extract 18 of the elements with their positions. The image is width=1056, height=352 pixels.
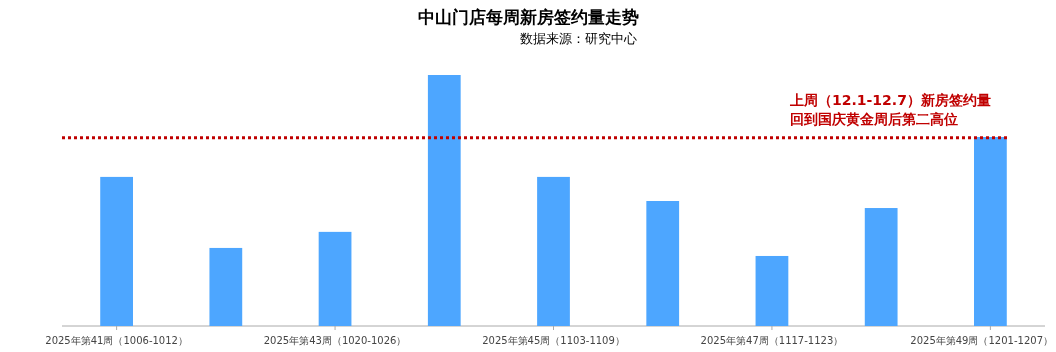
x-tick-label: 2025年第43周（1020-1026） <box>263 335 407 346</box>
x-tick-label: 2025年第49周（1201-1207） <box>910 335 1053 346</box>
bar <box>100 176 133 326</box>
chart-subtitle: 数据来源：研究中心 <box>519 31 637 46</box>
annotation: 上周（12.1-12.7）新房签约量 <box>789 92 991 108</box>
x-tick-label: 2025年第41周（1006-1012） <box>45 335 188 346</box>
x-tick-label: 2025年第47周（1117-1123） <box>700 335 844 346</box>
bar <box>209 247 243 326</box>
bar <box>537 176 570 326</box>
bar <box>318 231 352 326</box>
bar <box>646 201 680 326</box>
chart-title: 中山门店每周新房签约量走势 <box>417 7 639 27</box>
bar <box>755 255 789 326</box>
bar <box>427 75 461 326</box>
annotation: 回到国庆黄金周后第二高位 <box>790 111 958 127</box>
x-tick-label: 2025年第45周（1103-1109） <box>482 335 625 346</box>
bar <box>974 137 1007 326</box>
bar <box>864 208 898 326</box>
